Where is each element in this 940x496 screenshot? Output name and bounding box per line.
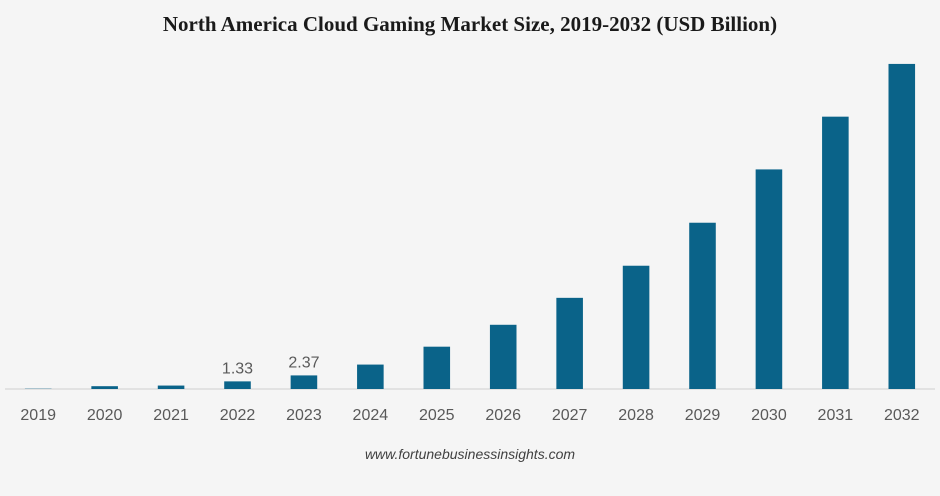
x-tick-2031: 2031 <box>818 407 854 424</box>
data-label-2022: 1.33 <box>222 360 253 377</box>
chart-title: North America Cloud Gaming Market Size, … <box>163 12 777 36</box>
x-tick-2022: 2022 <box>220 407 256 424</box>
bar-2026 <box>489 324 517 389</box>
x-tick-2030: 2030 <box>751 407 787 424</box>
bar-2021 <box>157 385 185 389</box>
bar-2028 <box>622 265 650 389</box>
x-tick-2027: 2027 <box>552 407 588 424</box>
bar-2029 <box>689 222 716 389</box>
x-tick-2019: 2019 <box>20 407 56 424</box>
x-tick-2028: 2028 <box>618 407 654 424</box>
x-tick-2029: 2029 <box>685 407 721 424</box>
x-tick-2025: 2025 <box>419 407 455 424</box>
x-tick-labels: 2019 2020 2021 2022 2023 2024 2025 2026 2027 2028… <box>20 407 919 424</box>
data-label-2023: 2.37 <box>288 354 319 371</box>
data-labels: 1.33 2.37 <box>222 354 320 377</box>
bar-2027 <box>556 297 583 389</box>
bar-2032 <box>888 63 916 390</box>
x-tick-2021: 2021 <box>153 407 189 424</box>
x-tick-2032: 2032 <box>884 407 920 424</box>
x-tick-2020: 2020 <box>87 407 123 424</box>
bar-2025 <box>423 346 451 389</box>
x-tick-2023: 2023 <box>286 407 322 424</box>
bar-2030 <box>755 169 783 389</box>
bar-2024 <box>357 364 384 389</box>
source-text: www.fortunebusinessinsights.com <box>365 446 575 462</box>
bar-2031 <box>822 116 849 390</box>
x-tick-2024: 2024 <box>353 407 389 424</box>
bar-2023 <box>290 375 318 389</box>
bars-group <box>24 63 916 390</box>
bar-2020 <box>91 386 118 389</box>
bar-2022 <box>224 381 251 389</box>
x-tick-2026: 2026 <box>485 407 521 424</box>
